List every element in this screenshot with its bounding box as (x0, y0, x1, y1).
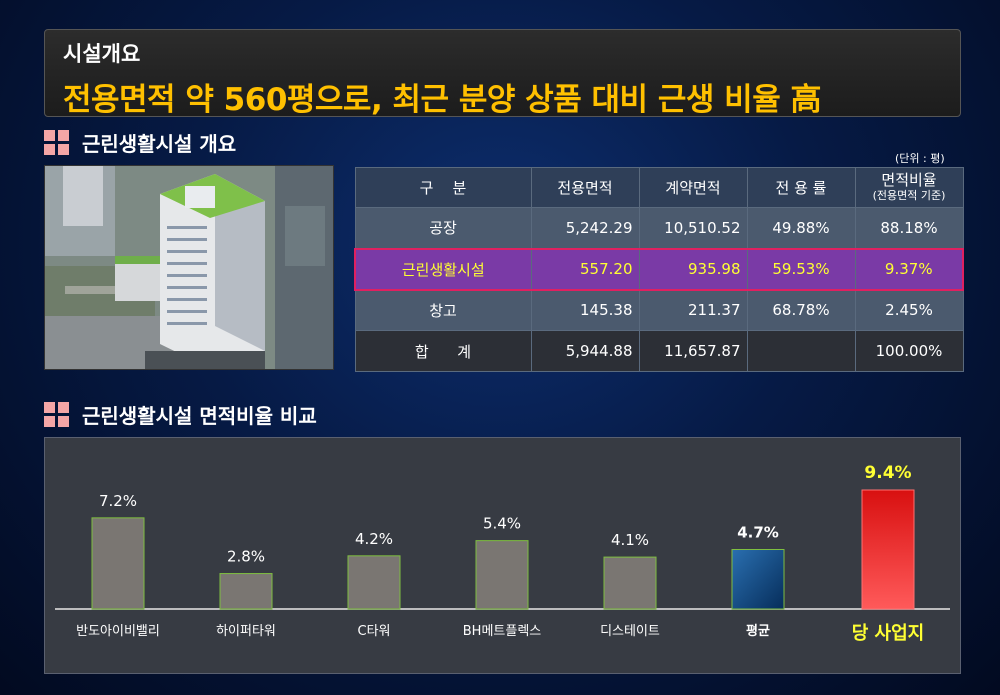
bar-value-label: 9.4% (864, 463, 911, 483)
bar-value-label: 4.1% (611, 531, 649, 549)
category-label: C타워 (358, 624, 391, 639)
header-area-share-label: 면적비율 (881, 170, 937, 189)
table-row-highlight: 근린생활시설 557.20 935.98 59.53% 9.37% (354, 247, 964, 291)
header-area-share: 면적비율 (전용면적 기준) (854, 167, 964, 208)
header-box: 시설개요 전용면적 약 560평으로, 최근 분양 상품 대비 근생 비율 高 (44, 29, 961, 118)
overview-table: 구 분 전용면적 계약면적 전 용 률 면적비율 (전용면적 기준) 공장 5,… (354, 167, 964, 372)
bar-value-label: 4.7% (737, 524, 779, 542)
cell-share: 9.37% (854, 247, 964, 291)
comparison-chart-panel: 7.2% 반도아이비밸리 2.8% 하이퍼타워 4.2% C타워 5.4% BH메트플렉스 4.… (44, 437, 961, 674)
table-row: 창고 145.38 211.37 68.78% 2.45% (354, 289, 964, 331)
category-label: 디스테이트 (600, 624, 660, 639)
bar-value-label: 5.4% (483, 515, 521, 533)
bar-0 (91, 517, 145, 610)
bar-4 (603, 556, 657, 610)
cell-exclusive: 557.20 (530, 247, 640, 291)
cell-exclusive: 5,944.88 (530, 330, 640, 372)
header-title: 전용면적 약 560평으로, 최근 분양 상품 대비 근생 비율 高 (63, 82, 822, 118)
unit-label: (단위 : 평) (895, 152, 945, 165)
cell-contract: 10,510.52 (638, 207, 748, 249)
building-illustration (45, 166, 333, 369)
table-header-row: 구 분 전용면적 계약면적 전 용 률 면적비율 (전용면적 기준) (354, 167, 964, 208)
header-contract-area: 계약면적 (638, 167, 748, 208)
category-label: 평균 (746, 623, 770, 639)
bar-1 (219, 573, 273, 610)
cell-contract: 11,657.87 (638, 330, 748, 372)
header-category: 구 분 (354, 167, 532, 208)
section-overview-label: 근린생활시설 개요 (82, 132, 237, 156)
cell-ratio: 68.78% (746, 289, 856, 331)
category-label: BH메트플렉스 (463, 624, 542, 639)
row-label: 창고 (354, 289, 532, 331)
bar-6 (861, 489, 915, 610)
header-area-share-note: (전용면적 기준) (872, 188, 946, 202)
cell-ratio (746, 330, 856, 372)
bar-value-label: 2.8% (227, 548, 265, 566)
grid-squares-icon (44, 401, 70, 428)
building-rendering-image (44, 165, 334, 370)
cell-ratio: 59.53% (746, 247, 856, 291)
bar-3 (475, 540, 529, 610)
section-comparison-label: 근린생활시설 면적비율 비교 (82, 404, 317, 428)
section-comparison-title: 근린생활시설 면적비율 비교 (44, 400, 317, 429)
category-label: 반도아이비밸리 (76, 624, 160, 639)
cell-contract: 935.98 (638, 247, 748, 291)
table-row: 공장 5,242.29 10,510.52 49.88% 88.18% (354, 207, 964, 249)
section-overview-title: 근린생활시설 개요 (44, 128, 236, 157)
header-exclusive-area: 전용면적 (530, 167, 640, 208)
cell-exclusive: 5,242.29 (530, 207, 640, 249)
cell-share: 2.45% (854, 289, 964, 331)
cell-exclusive: 145.38 (530, 289, 640, 331)
row-label: 근린생활시설 (354, 247, 532, 291)
bar-5 (731, 549, 785, 610)
bar-2 (347, 555, 401, 610)
row-label: 합 계 (354, 330, 532, 372)
table-row-total: 합 계 5,944.88 11,657.87 100.00% (354, 330, 964, 372)
grid-squares-icon (44, 129, 70, 156)
cell-share: 100.00% (854, 330, 964, 372)
category-label: 당 사업지 (852, 623, 925, 644)
cell-ratio: 49.88% (746, 207, 856, 249)
category-label: 하이퍼타워 (216, 624, 276, 639)
bar-value-label: 4.2% (355, 530, 393, 548)
row-label: 공장 (354, 207, 532, 249)
bar-value-label: 7.2% (99, 492, 137, 510)
cell-contract: 211.37 (638, 289, 748, 331)
header-exclusive-ratio: 전 용 률 (746, 167, 856, 208)
cell-share: 88.18% (854, 207, 964, 249)
comparison-bar-chart: 7.2% 반도아이비밸리 2.8% 하이퍼타워 4.2% C타워 5.4% BH메트플렉스 4.… (55, 463, 950, 644)
header-subtitle: 시설개요 (63, 42, 141, 66)
